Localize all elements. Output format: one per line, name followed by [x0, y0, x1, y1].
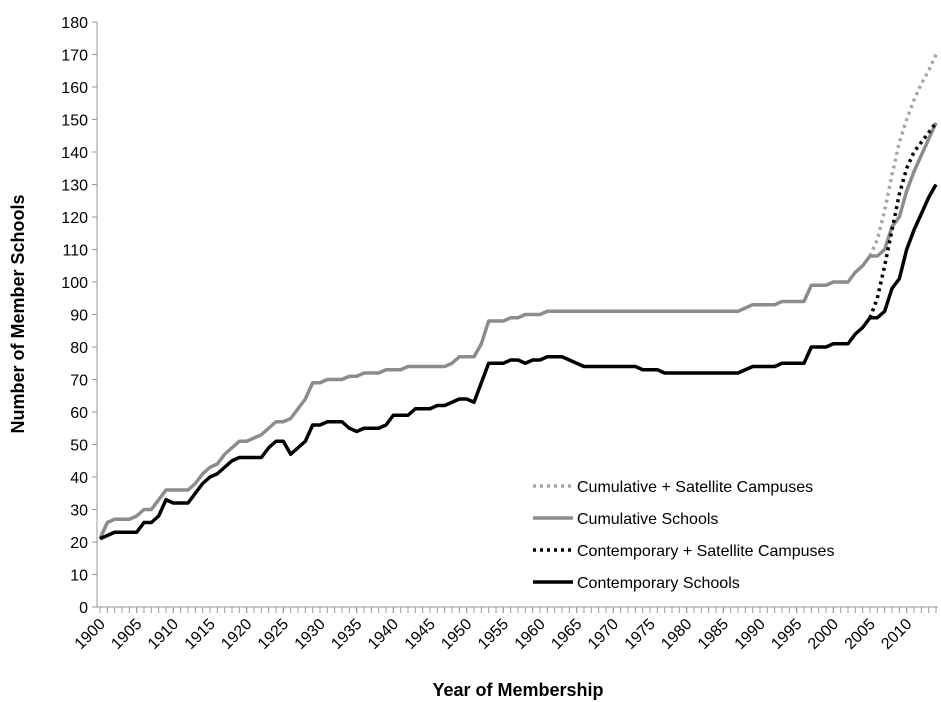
- x-tick-label: 1975: [622, 616, 659, 653]
- y-tick-label: 90: [70, 308, 88, 325]
- y-tick-label: 120: [61, 210, 88, 227]
- y-tick-label: 140: [61, 145, 88, 162]
- x-tick-label: 1925: [255, 616, 292, 653]
- y-tick-label: 110: [62, 243, 88, 260]
- y-tick-label: 30: [70, 503, 88, 520]
- x-tick-label: 1965: [548, 616, 585, 653]
- y-tick-label: 130: [61, 178, 88, 195]
- x-tick-label: 1920: [218, 616, 255, 653]
- y-tick-label: 150: [61, 113, 88, 130]
- series-line: [98, 122, 938, 540]
- series-line: [868, 121, 938, 319]
- x-tick-label: 1915: [182, 616, 219, 653]
- x-axis-title: Year of Membership: [432, 680, 603, 700]
- legend-label: Contemporary + Satellite Campuses: [577, 543, 834, 560]
- x-tick-label: 1985: [695, 616, 732, 653]
- x-tick-label: 1930: [292, 616, 329, 653]
- legend-label: Cumulative Schools: [577, 511, 718, 528]
- x-tick-label: 1950: [438, 616, 475, 653]
- y-tick-label: 50: [70, 438, 88, 455]
- y-tick-label: 170: [61, 48, 88, 65]
- y-tick-label: 10: [70, 568, 88, 585]
- y-tick-label: 180: [61, 15, 88, 32]
- y-tick-label: 100: [61, 275, 88, 292]
- y-tick-label: 70: [70, 373, 88, 390]
- x-tick-label: 1945: [402, 616, 439, 653]
- x-tick-label: 1905: [108, 616, 145, 653]
- x-tick-label: 1990: [732, 616, 769, 653]
- y-tick-label: 0: [79, 600, 88, 617]
- x-tick-label: 2000: [805, 616, 842, 653]
- y-tick-label: 20: [70, 535, 88, 552]
- legend-label: Cumulative + Satellite Campuses: [577, 479, 813, 496]
- x-tick-label: 1935: [328, 616, 365, 653]
- x-tick-label: 2010: [878, 616, 915, 653]
- x-tick-label: 1980: [658, 616, 695, 653]
- x-tick-label: 1960: [512, 616, 549, 653]
- series-line: [868, 53, 938, 257]
- series-line: [99, 183, 938, 541]
- x-tick-label: 1995: [768, 616, 805, 653]
- x-tick-label: 1910: [145, 616, 182, 653]
- x-tick-label: 1940: [365, 616, 402, 653]
- x-tick-label: 1955: [475, 616, 512, 653]
- legend-label: Contemporary Schools: [577, 575, 740, 592]
- x-tick-label: 2005: [842, 616, 879, 653]
- x-tick-label: 1900: [72, 616, 109, 653]
- y-tick-label: 160: [61, 80, 88, 97]
- y-tick-label: 60: [70, 405, 88, 422]
- y-tick-label: 40: [70, 470, 88, 487]
- y-tick-label: 80: [70, 340, 88, 357]
- x-tick-label: 1970: [585, 616, 622, 653]
- y-axis-title: Number of Member Schools: [8, 194, 28, 433]
